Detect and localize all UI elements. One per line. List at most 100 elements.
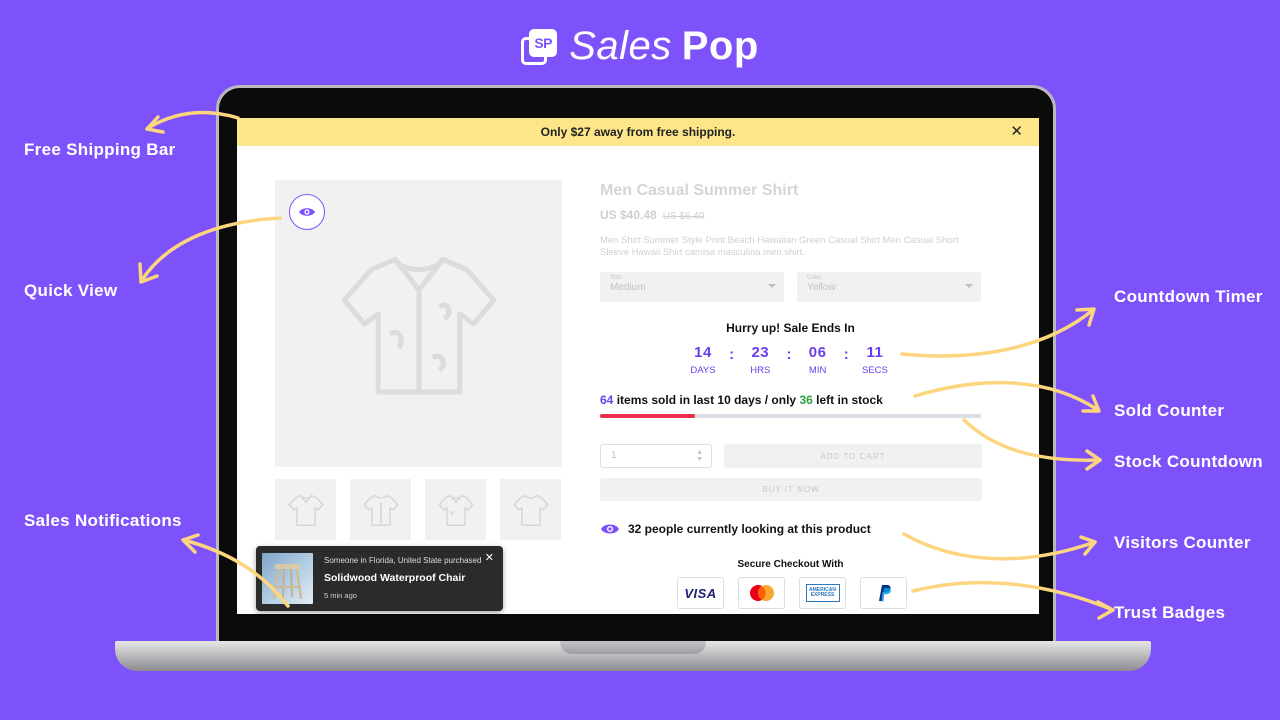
countdown-days-label: DAYS	[690, 365, 716, 376]
product-title: Men Casual Summer Shirt	[600, 182, 799, 199]
quantity-value: 1	[611, 450, 617, 461]
old-price: US $6.40	[662, 211, 705, 222]
sold-end-text: left in stock	[816, 393, 883, 407]
brand-badge-text: SP	[529, 28, 558, 57]
size-select[interactable]: Size Medium	[600, 272, 784, 302]
eye-icon	[601, 524, 619, 534]
countdown-days-value: 14	[694, 344, 712, 361]
laptop-notch	[560, 641, 706, 654]
countdown-timer: 14 DAYS : 23 HRS : 06 MIN : 11 SECS	[686, 344, 892, 376]
shirt-icon	[513, 494, 548, 526]
callout-sales-notifications: Sales Notifications	[24, 511, 182, 530]
color-value: Yellow	[807, 282, 836, 293]
free-shipping-message: Only $27 away from free shipping.	[540, 125, 736, 139]
stepper-arrows-icon[interactable]: ▲ ▼	[696, 449, 703, 463]
callout-trust-badges: Trust Badges	[1114, 603, 1226, 622]
shirt-icon	[288, 494, 323, 526]
callout-visitors-counter: Visitors Counter	[1114, 533, 1251, 552]
sold-counter: 64 items sold in last 10 days / only 36 …	[600, 393, 883, 407]
countdown-separator: :	[729, 346, 735, 363]
close-icon[interactable]: ✕	[1010, 123, 1023, 140]
arrow-free-shipping-head	[145, 115, 165, 134]
countdown-separator: :	[786, 346, 792, 363]
notification-product-name[interactable]: Solidwood Waterproof Chair	[324, 572, 466, 584]
countdown-hours: 23 HRS	[743, 344, 777, 376]
arrow-countdown-head	[1075, 307, 1096, 327]
countdown-days: 14 DAYS	[686, 344, 720, 376]
countdown-minutes: 06 MIN	[801, 344, 835, 376]
close-icon[interactable]: ✕	[484, 552, 494, 564]
stool-icon	[272, 564, 303, 600]
thumbnail[interactable]	[500, 479, 561, 540]
color-select[interactable]: Color Yellow	[797, 272, 981, 302]
eye-icon	[299, 208, 315, 216]
stock-progress-fill	[600, 414, 696, 418]
arrow-trust-badges-head	[1096, 600, 1115, 620]
visa-icon: VISA	[677, 577, 724, 609]
paypal-logo	[878, 585, 891, 602]
trust-title: Secure Checkout With	[737, 559, 844, 570]
product-main-image[interactable]	[275, 180, 562, 467]
store-screen: Only $27 away from free shipping. ✕	[237, 118, 1039, 614]
thumbnail[interactable]	[425, 479, 486, 540]
brand-word-bold: Pop	[681, 24, 759, 68]
countdown-seconds-value: 11	[866, 344, 884, 361]
brand-badge-icon: SP	[521, 28, 558, 65]
current-price: US $40.48	[600, 208, 657, 222]
countdown-heading: Hurry up! Sale Ends In	[726, 321, 855, 335]
paypal-icon	[860, 577, 907, 609]
callout-stock-countdown: Stock Countdown	[1114, 452, 1263, 471]
notification-location-text: Someone in Florida, United State purchas…	[324, 556, 482, 565]
countdown-separator: :	[843, 346, 849, 363]
sold-count: 64	[600, 393, 614, 407]
callout-quick-view: Quick View	[24, 281, 118, 300]
chair-product-thumbnail	[262, 553, 313, 604]
arrow-quick-view-head	[138, 262, 159, 284]
sold-middle-text: items sold in last 10 days / only	[616, 393, 797, 407]
mastercard-logo	[749, 585, 774, 601]
countdown-hours-label: HRS	[750, 365, 771, 376]
free-shipping-bar: Only $27 away from free shipping. ✕	[237, 118, 1039, 146]
buy-now-button[interactable]: BUY IT NOW	[600, 478, 982, 501]
quantity-stepper[interactable]: 1 ▲ ▼	[600, 444, 712, 468]
visitors-counter: 32 people currently looking at this prod…	[600, 522, 871, 536]
countdown-seconds-label: SECS	[862, 365, 888, 376]
size-value: Medium	[610, 282, 646, 293]
brand-logo: SP Sales Pop	[0, 24, 1280, 69]
thumbnail-strip	[275, 479, 561, 540]
shirt-icon	[363, 494, 398, 526]
visa-text: VISA	[684, 585, 717, 601]
thumbnail[interactable]	[275, 479, 336, 540]
chevron-down-icon	[768, 284, 776, 288]
size-label: Size	[610, 275, 622, 281]
countdown-seconds: 11 SECS	[858, 344, 892, 376]
trust-badges: VISA AMERICAN EXPRESS	[677, 577, 907, 609]
shirt-icon	[341, 256, 496, 395]
color-label: Color	[807, 275, 822, 281]
arrow-stock-countdown-head	[1085, 449, 1102, 471]
amex-icon: AMERICAN EXPRESS	[799, 577, 846, 609]
callout-sold-counter: Sold Counter	[1114, 401, 1225, 420]
amex-text: AMERICAN EXPRESS	[805, 584, 840, 602]
callout-free-shipping: Free Shipping Bar	[24, 140, 176, 159]
quick-view-button[interactable]	[289, 194, 325, 230]
callout-countdown-timer: Countdown Timer	[1114, 287, 1263, 306]
mastercard-icon	[738, 577, 785, 609]
thumbnail[interactable]	[350, 479, 411, 540]
visitors-text: 32 people currently looking at this prod…	[628, 522, 871, 536]
add-to-cart-button[interactable]: ADD TO CART	[724, 444, 982, 468]
stock-progress-bar	[600, 414, 981, 418]
product-price: US $40.48 US $6.40	[600, 208, 704, 222]
countdown-minutes-label: MIN	[808, 365, 827, 376]
notification-time: 5 min ago	[324, 591, 357, 600]
product-description: Men Shirt Summer Style Print Beach Hawai…	[600, 235, 959, 258]
chevron-down-icon	[965, 284, 973, 288]
shirt-icon	[438, 494, 473, 526]
arrow-visitors-head	[1079, 535, 1097, 556]
arrow-sales-notifications-head	[181, 533, 200, 554]
stock-left-count: 36	[799, 393, 813, 407]
sales-notification-popup[interactable]: Someone in Florida, United State purchas…	[256, 546, 503, 611]
brand-word-light: Sales	[569, 24, 672, 68]
arrow-sold-counter-head	[1081, 394, 1101, 413]
countdown-hours-value: 23	[751, 344, 770, 361]
